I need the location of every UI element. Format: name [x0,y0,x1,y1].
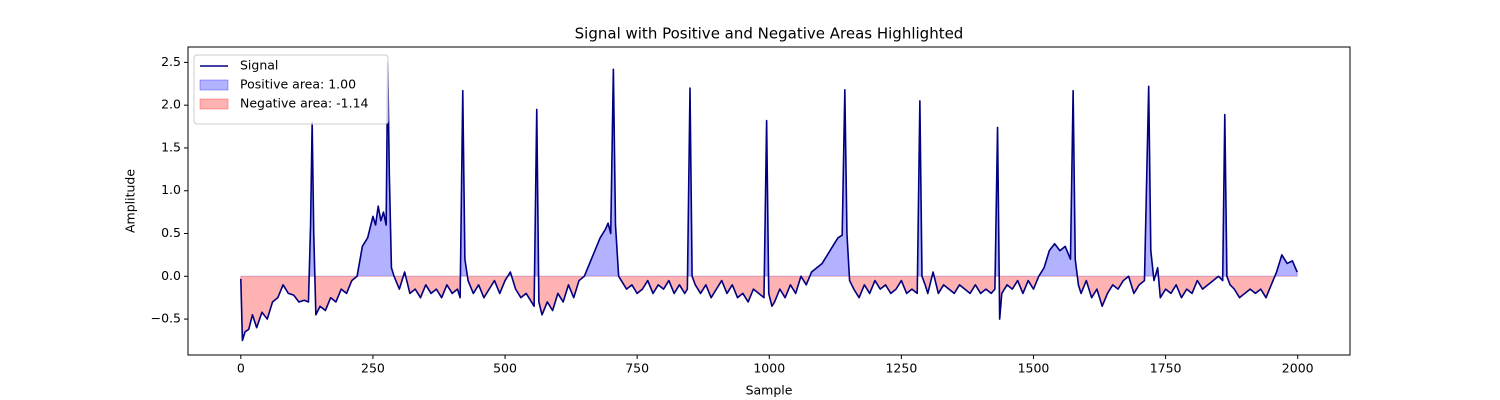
x-tick-label: 750 [625,361,649,376]
legend-patch [199,98,229,110]
signal-line [240,61,1298,342]
y-tick-label: 2.0 [161,97,181,112]
y-axis-label: Amplitude [123,169,138,233]
legend-label: Negative area: -1.14 [240,96,369,111]
legend-box [193,54,389,125]
y-tick-label: 0.0 [161,268,181,283]
x-tick-label: 1000 [753,361,785,376]
y-tick-label: 1.0 [161,182,181,197]
x-tick-label: 250 [361,361,385,376]
y-tick-label: 2.5 [161,54,181,69]
y-tick-label: −0.5 [151,311,181,326]
x-axis-label: Sample [746,383,793,398]
y-tick-label: 1.5 [161,139,181,154]
area-fill [240,62,1298,277]
y-tick-label: 0.5 [161,225,181,240]
x-tick-label: 0 [237,361,245,376]
x-tick-label: 1250 [885,361,917,376]
legend-patch [199,79,229,91]
x-tick-label: 1750 [1150,361,1182,376]
area-fill [240,276,1298,341]
chart-title: Signal with Positive and Negative Areas … [575,25,964,43]
x-tick-label: 1500 [1018,361,1050,376]
legend-label: Signal [240,58,278,73]
x-tick-label: 500 [493,361,517,376]
x-tick-label: 2000 [1282,361,1314,376]
legend-label: Positive area: 1.00 [240,77,356,92]
